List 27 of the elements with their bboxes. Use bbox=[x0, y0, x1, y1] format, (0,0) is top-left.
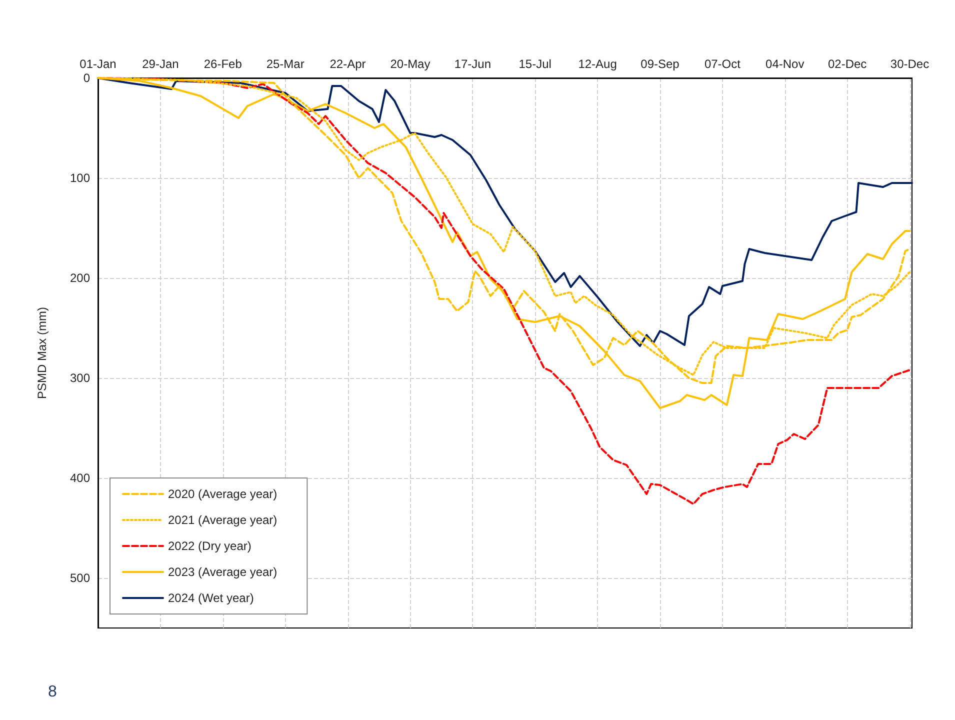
x-tick-label: 22-Apr bbox=[330, 57, 366, 71]
x-tick-label: 12-Aug bbox=[578, 57, 617, 71]
legend-label: 2024 (Wet year) bbox=[168, 591, 254, 605]
legend-label: 2021 (Average year) bbox=[168, 513, 278, 527]
x-tick-label: 04-Nov bbox=[766, 57, 804, 71]
x-tick-label: 30-Dec bbox=[890, 57, 930, 71]
x-tick-label: 20-May bbox=[390, 57, 430, 71]
y-tick-label: 400 bbox=[70, 471, 90, 485]
x-tick-label: 07-Oct bbox=[704, 57, 742, 71]
x-tick-label: 01-Jan bbox=[80, 57, 116, 71]
x-tick-label: 15-Jul bbox=[518, 57, 552, 71]
y-tick-label: 500 bbox=[70, 571, 90, 585]
text: 8 bbox=[48, 684, 57, 700]
x-tick-label: 29-Jan bbox=[142, 57, 179, 71]
y-tick-label: 300 bbox=[70, 371, 90, 385]
x-tick-label: 09-Sep bbox=[640, 57, 680, 71]
y-axis-title: PSMD Max (mm) bbox=[35, 307, 49, 399]
legend-label: 2023 (Average year) bbox=[168, 565, 278, 579]
y-tick-label: 0 bbox=[83, 71, 90, 85]
x-tick-label: 17-Jun bbox=[454, 57, 492, 71]
y-tick-label: 200 bbox=[70, 271, 90, 285]
x-tick-label: 25-Mar bbox=[266, 57, 304, 71]
x-tick-label: 26-Feb bbox=[204, 57, 242, 71]
x-tick-label: 02-Dec bbox=[828, 57, 867, 71]
legend-label: 2020 (Average year) bbox=[168, 487, 278, 501]
legend-label: 2022 (Dry year) bbox=[168, 539, 252, 553]
y-tick-label: 100 bbox=[70, 171, 90, 185]
